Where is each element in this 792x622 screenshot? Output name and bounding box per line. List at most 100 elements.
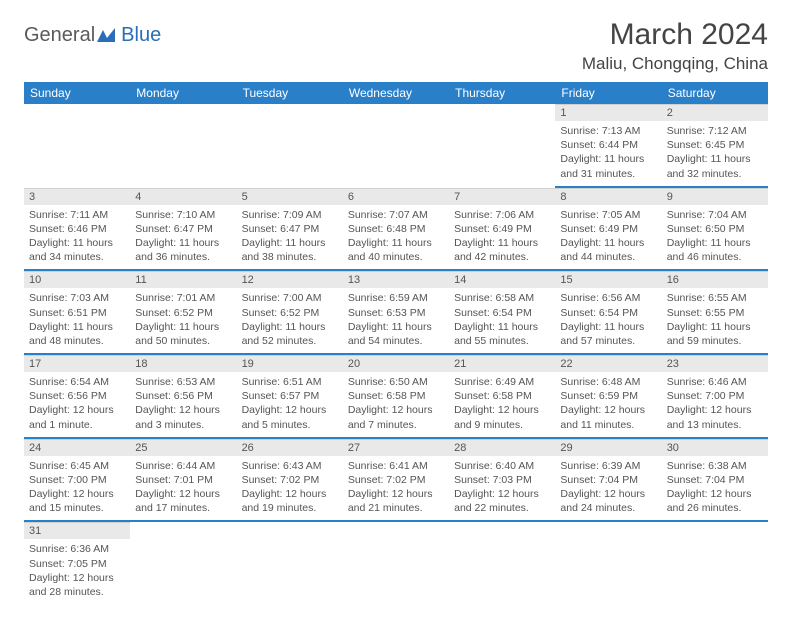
day-number: 1 xyxy=(555,104,661,121)
day-number: 11 xyxy=(130,271,236,288)
day-details: Sunrise: 7:10 AMSunset: 6:47 PMDaylight:… xyxy=(130,205,236,272)
calendar-cell xyxy=(237,104,343,188)
daylight-line: Daylight: 11 hours and 40 minutes. xyxy=(348,236,444,264)
day-number: 9 xyxy=(662,188,768,205)
sunset-line: Sunset: 6:53 PM xyxy=(348,306,444,320)
calendar-cell: 7Sunrise: 7:06 AMSunset: 6:49 PMDaylight… xyxy=(449,188,555,272)
weekday-header: Wednesday xyxy=(343,82,449,104)
calendar-cell: 3Sunrise: 7:11 AMSunset: 6:46 PMDaylight… xyxy=(24,188,130,272)
calendar-row: 3Sunrise: 7:11 AMSunset: 6:46 PMDaylight… xyxy=(24,188,768,272)
day-details: Sunrise: 6:48 AMSunset: 6:59 PMDaylight:… xyxy=(555,372,661,439)
day-details: Sunrise: 7:13 AMSunset: 6:44 PMDaylight:… xyxy=(555,121,661,188)
day-details: Sunrise: 6:50 AMSunset: 6:58 PMDaylight:… xyxy=(343,372,449,439)
sunset-line: Sunset: 6:45 PM xyxy=(667,138,763,152)
sunrise-line: Sunrise: 7:07 AM xyxy=(348,208,444,222)
daylight-line: Daylight: 12 hours and 15 minutes. xyxy=(29,487,125,515)
daylight-line: Daylight: 11 hours and 55 minutes. xyxy=(454,320,550,348)
sunrise-line: Sunrise: 6:55 AM xyxy=(667,291,763,305)
day-details: Sunrise: 6:36 AMSunset: 7:05 PMDaylight:… xyxy=(24,539,130,604)
day-details: Sunrise: 7:06 AMSunset: 6:49 PMDaylight:… xyxy=(449,205,555,272)
calendar-row: 24Sunrise: 6:45 AMSunset: 7:00 PMDayligh… xyxy=(24,439,768,523)
sunrise-line: Sunrise: 6:51 AM xyxy=(242,375,338,389)
daylight-line: Daylight: 11 hours and 59 minutes. xyxy=(667,320,763,348)
day-number: 5 xyxy=(237,188,343,205)
sunrise-line: Sunrise: 6:54 AM xyxy=(29,375,125,389)
day-number: 25 xyxy=(130,439,236,456)
day-number: 31 xyxy=(24,522,130,539)
calendar-cell: 24Sunrise: 6:45 AMSunset: 7:00 PMDayligh… xyxy=(24,439,130,523)
day-details: Sunrise: 6:55 AMSunset: 6:55 PMDaylight:… xyxy=(662,288,768,355)
calendar-cell: 19Sunrise: 6:51 AMSunset: 6:57 PMDayligh… xyxy=(237,355,343,439)
calendar-cell xyxy=(343,104,449,188)
weekday-header: Sunday xyxy=(24,82,130,104)
day-number: 7 xyxy=(449,188,555,205)
calendar-cell xyxy=(130,104,236,188)
calendar-row: 31Sunrise: 6:36 AMSunset: 7:05 PMDayligh… xyxy=(24,522,768,604)
day-details: Sunrise: 6:54 AMSunset: 6:56 PMDaylight:… xyxy=(24,372,130,439)
day-number: 26 xyxy=(237,439,343,456)
sunset-line: Sunset: 6:49 PM xyxy=(454,222,550,236)
day-number: 28 xyxy=(449,439,555,456)
daylight-line: Daylight: 11 hours and 50 minutes. xyxy=(135,320,231,348)
weekday-header-row: SundayMondayTuesdayWednesdayThursdayFrid… xyxy=(24,82,768,104)
calendar-cell: 31Sunrise: 6:36 AMSunset: 7:05 PMDayligh… xyxy=(24,522,130,604)
calendar-cell: 16Sunrise: 6:55 AMSunset: 6:55 PMDayligh… xyxy=(662,271,768,355)
day-number: 16 xyxy=(662,271,768,288)
calendar-cell: 27Sunrise: 6:41 AMSunset: 7:02 PMDayligh… xyxy=(343,439,449,523)
daylight-line: Daylight: 12 hours and 13 minutes. xyxy=(667,403,763,431)
daylight-line: Daylight: 12 hours and 26 minutes. xyxy=(667,487,763,515)
page-title: March 2024 xyxy=(582,18,768,52)
daylight-line: Daylight: 12 hours and 28 minutes. xyxy=(29,571,125,599)
day-details: Sunrise: 6:58 AMSunset: 6:54 PMDaylight:… xyxy=(449,288,555,355)
calendar-cell xyxy=(130,522,236,604)
daylight-line: Daylight: 12 hours and 24 minutes. xyxy=(560,487,656,515)
calendar-cell xyxy=(449,522,555,604)
day-details: Sunrise: 7:11 AMSunset: 6:46 PMDaylight:… xyxy=(24,205,130,272)
day-number: 29 xyxy=(555,439,661,456)
day-details: Sunrise: 6:44 AMSunset: 7:01 PMDaylight:… xyxy=(130,456,236,523)
day-number: 22 xyxy=(555,355,661,372)
sunrise-line: Sunrise: 7:12 AM xyxy=(667,124,763,138)
calendar-cell: 29Sunrise: 6:39 AMSunset: 7:04 PMDayligh… xyxy=(555,439,661,523)
sunrise-line: Sunrise: 6:48 AM xyxy=(560,375,656,389)
sunrise-line: Sunrise: 6:50 AM xyxy=(348,375,444,389)
daylight-line: Daylight: 12 hours and 21 minutes. xyxy=(348,487,444,515)
daylight-line: Daylight: 12 hours and 17 minutes. xyxy=(135,487,231,515)
weekday-header: Saturday xyxy=(662,82,768,104)
day-number: 2 xyxy=(662,104,768,121)
sunrise-line: Sunrise: 6:36 AM xyxy=(29,542,125,556)
calendar-cell xyxy=(555,522,661,604)
calendar-cell: 22Sunrise: 6:48 AMSunset: 6:59 PMDayligh… xyxy=(555,355,661,439)
sunrise-line: Sunrise: 7:01 AM xyxy=(135,291,231,305)
sunrise-line: Sunrise: 7:13 AM xyxy=(560,124,656,138)
sunset-line: Sunset: 6:52 PM xyxy=(242,306,338,320)
daylight-line: Daylight: 11 hours and 42 minutes. xyxy=(454,236,550,264)
daylight-line: Daylight: 11 hours and 54 minutes. xyxy=(348,320,444,348)
daylight-line: Daylight: 11 hours and 38 minutes. xyxy=(242,236,338,264)
sunrise-line: Sunrise: 6:41 AM xyxy=(348,459,444,473)
sunrise-line: Sunrise: 7:11 AM xyxy=(29,208,125,222)
sunrise-line: Sunrise: 6:39 AM xyxy=(560,459,656,473)
calendar-row: 17Sunrise: 6:54 AMSunset: 6:56 PMDayligh… xyxy=(24,355,768,439)
calendar-cell: 18Sunrise: 6:53 AMSunset: 6:56 PMDayligh… xyxy=(130,355,236,439)
day-number: 15 xyxy=(555,271,661,288)
header: General Blue March 2024 Maliu, Chongqing… xyxy=(24,18,768,74)
calendar-cell: 13Sunrise: 6:59 AMSunset: 6:53 PMDayligh… xyxy=(343,271,449,355)
calendar-cell: 26Sunrise: 6:43 AMSunset: 7:02 PMDayligh… xyxy=(237,439,343,523)
day-number: 18 xyxy=(130,355,236,372)
day-details: Sunrise: 6:38 AMSunset: 7:04 PMDaylight:… xyxy=(662,456,768,523)
daylight-line: Daylight: 12 hours and 19 minutes. xyxy=(242,487,338,515)
sunset-line: Sunset: 6:58 PM xyxy=(454,389,550,403)
sunset-line: Sunset: 6:59 PM xyxy=(560,389,656,403)
day-number: 23 xyxy=(662,355,768,372)
sunrise-line: Sunrise: 7:03 AM xyxy=(29,291,125,305)
sunrise-line: Sunrise: 7:04 AM xyxy=(667,208,763,222)
calendar-cell: 25Sunrise: 6:44 AMSunset: 7:01 PMDayligh… xyxy=(130,439,236,523)
sunset-line: Sunset: 6:57 PM xyxy=(242,389,338,403)
sunset-line: Sunset: 6:52 PM xyxy=(135,306,231,320)
day-number: 21 xyxy=(449,355,555,372)
sunset-line: Sunset: 7:02 PM xyxy=(348,473,444,487)
calendar-body: 1Sunrise: 7:13 AMSunset: 6:44 PMDaylight… xyxy=(24,104,768,604)
weekday-header: Thursday xyxy=(449,82,555,104)
day-details: Sunrise: 6:56 AMSunset: 6:54 PMDaylight:… xyxy=(555,288,661,355)
